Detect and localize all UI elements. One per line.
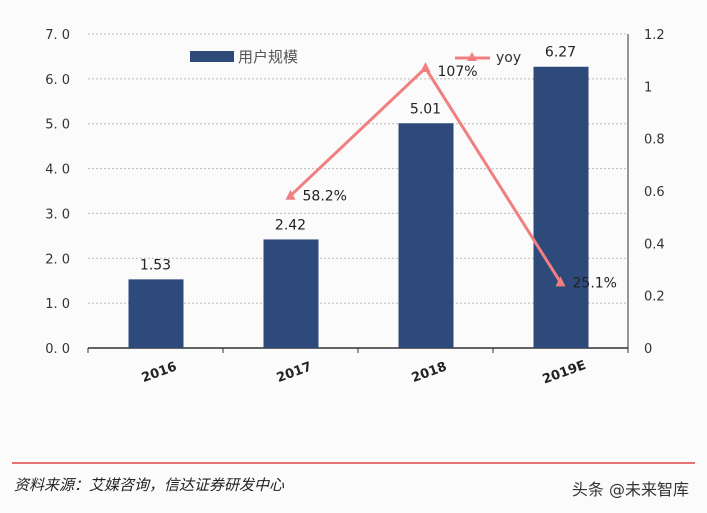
yoy-data-label: 107% (438, 64, 478, 80)
legend-bar-label: 用户规模 (238, 48, 298, 66)
yoy-data-label: 58.2% (303, 189, 347, 205)
left-tick-label: 5. 0 (45, 118, 70, 133)
left-tick-label: 2. 0 (45, 252, 70, 267)
legend-line-label: yoy (496, 50, 521, 66)
left-tick-label: 0. 0 (45, 342, 70, 357)
bar-data-label: 1.53 (140, 257, 171, 273)
yoy-marker (285, 189, 296, 200)
bar-2016 (128, 279, 184, 348)
legend-bar-swatch (190, 51, 234, 62)
left-tick-label: 4. 0 (45, 163, 70, 178)
yoy-marker (420, 62, 431, 73)
bar-2017 (263, 239, 319, 348)
yoy-marker (555, 276, 566, 287)
left-tick-label: 3. 0 (45, 207, 70, 222)
left-tick-label: 6. 0 (45, 73, 70, 88)
watermark: 头条 @未来智库 (571, 480, 689, 499)
source-note: 资料来源：艾媒咨询，信达证券研发中心 (14, 476, 285, 494)
right-tick-label: 0.6 (644, 185, 665, 200)
right-tick-label: 0.4 (644, 237, 665, 252)
x-tick-label: 2019E (541, 358, 588, 388)
bar-line-chart: 0. 0 1. 0 2. 0 3. 0 4. 0 5. 0 6. 0 7. 0 0 0.2 0.4 0… (45, 28, 665, 388)
x-tick-label: 2016 (140, 359, 179, 385)
legend-line-marker (467, 52, 477, 61)
x-tick-label: 2017 (275, 359, 314, 385)
divider (12, 462, 695, 464)
bar-data-label: 2.42 (275, 217, 306, 233)
bar-2018 (398, 123, 454, 348)
right-tick-label: 1.2 (644, 28, 665, 43)
right-tick-label: 0 (644, 342, 652, 357)
bar-2019E (533, 66, 589, 348)
right-tick-label: 0.8 (644, 133, 665, 148)
x-tick-label: 2018 (410, 359, 449, 385)
bar-data-label: 6.27 (545, 45, 576, 61)
left-tick-label: 7. 0 (45, 28, 70, 43)
left-tick-label: 1. 0 (45, 297, 70, 312)
right-tick-label: 1 (644, 80, 652, 95)
right-tick-label: 0.2 (644, 290, 665, 305)
bar-data-label: 5.01 (410, 101, 441, 117)
yoy-data-label: 25.1% (573, 275, 617, 291)
